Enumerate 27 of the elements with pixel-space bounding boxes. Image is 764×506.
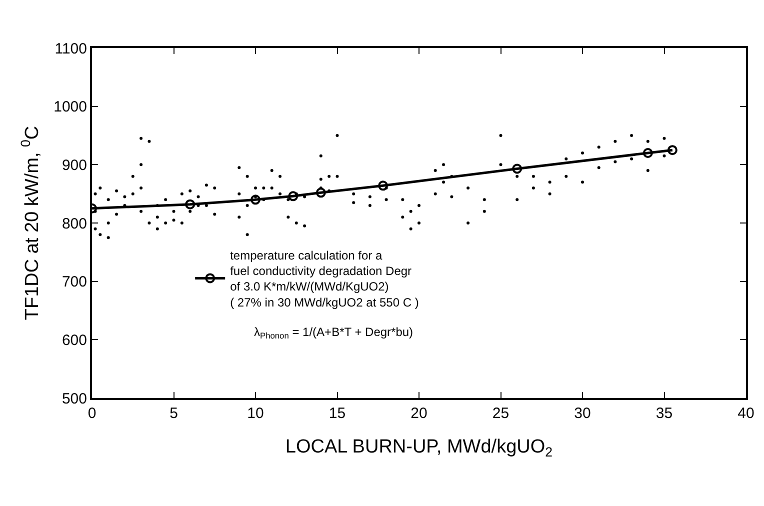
annotation: λ$_{Phonon}$ = 1/(A+B*T + Degr*bu)	[254, 325, 414, 341]
point	[250, 194, 260, 205]
y-tick-label: 800	[62, 215, 87, 232]
x-tick-label: 0	[88, 405, 96, 422]
x-tick-label: 30	[574, 405, 591, 422]
point	[288, 191, 298, 202]
y-tick-label: 700	[62, 274, 87, 291]
x-tick-label: 25	[492, 405, 510, 422]
point	[185, 199, 196, 210]
legend-label: temperature calculation for a fuel conductivity degradation Degr of 3.0 K*m/kW/(MWd/KgUO2) ( 27% in 30 MWd/kgUO2 at 550 C )	[230, 248, 419, 310]
point	[667, 145, 678, 156]
x-tick-label: 15	[328, 405, 346, 422]
x-tick-label: 40	[738, 405, 754, 422]
x-tick-label: 10	[247, 405, 264, 422]
x-tick-label: 20	[410, 405, 428, 422]
x-axis-title: LOCAL BURN-UP, MWd/kgUO$_{2}$	[285, 436, 553, 460]
point	[512, 164, 522, 174]
y-tick-label: 600	[62, 332, 87, 349]
x-tick-label: 35	[656, 405, 673, 422]
x-tick-label: 5	[170, 405, 178, 422]
y-tick-label: 900	[62, 156, 87, 174]
point	[642, 148, 653, 158]
point	[316, 188, 326, 198]
y-tick-label: 500	[62, 390, 87, 408]
y-tick-label: 1000	[54, 98, 87, 116]
point	[378, 180, 388, 191]
y-tick-label: 1100	[54, 40, 87, 58]
